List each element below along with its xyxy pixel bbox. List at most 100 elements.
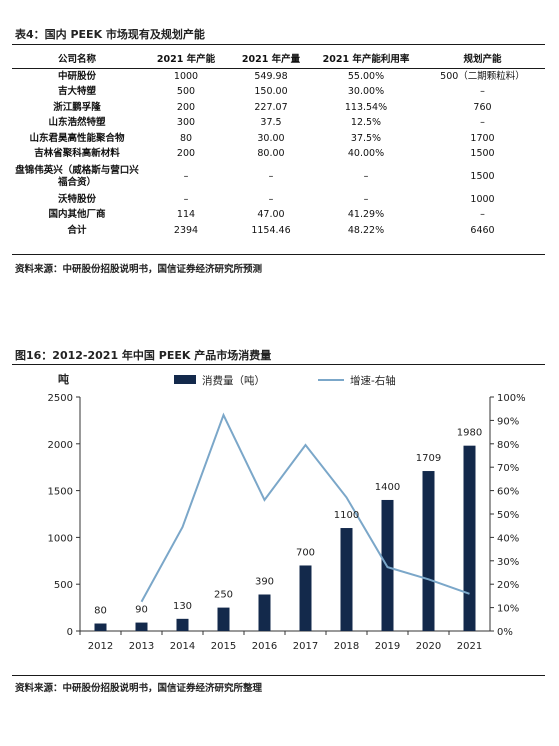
table-row: 山东浩然特塑 300 37.5 12.5% –	[12, 116, 545, 132]
company-cell: 合计	[67, 224, 87, 236]
bar-2020	[422, 471, 435, 631]
data-label: 250	[214, 590, 233, 601]
value-cell: 6460	[470, 224, 495, 236]
y2-tick-label: 100%	[497, 393, 526, 404]
value-cell: 48.22%	[347, 224, 385, 236]
value-cell: 2394	[173, 224, 199, 236]
value-cell: 30.00	[257, 132, 285, 144]
value-cell: 37.5	[260, 117, 282, 129]
company-cell: 吉林省聚科高新材料	[34, 148, 120, 160]
value-cell: 300	[176, 117, 196, 129]
value-cell: 1500	[470, 171, 495, 182]
value-cell: 500	[176, 86, 196, 98]
value-cell: –	[183, 193, 189, 205]
consumption-chart: 吨 0 500 1000 1500 2000 2500 0% 10% 20% 30% 40% 50% 60…	[48, 372, 526, 652]
value-cell: 549.98	[254, 70, 288, 82]
x-tick-label: 2018	[334, 641, 359, 652]
y2-tick-label: 10%	[497, 604, 519, 615]
value-cell: 80	[179, 132, 193, 144]
header-company: 公司名称	[57, 54, 96, 65]
value-cell: 47.00	[257, 209, 285, 221]
value-cell: 200	[176, 101, 196, 113]
bar-2018	[340, 528, 353, 631]
value-cell: –	[363, 171, 369, 182]
table-top-rule	[12, 44, 545, 45]
company-cell: 中研股份	[57, 70, 96, 82]
company-cell: 吉大特塑	[57, 86, 96, 98]
company-cell: 浙江鹏孚隆	[53, 101, 101, 113]
value-cell: –	[268, 171, 274, 182]
data-label: 1980	[457, 428, 482, 439]
table-row: 吉大特塑 500 150.00 30.00% –	[12, 85, 545, 101]
data-label: 130	[173, 601, 192, 612]
y-tick-label: 2500	[48, 393, 73, 404]
bar-2014	[176, 618, 189, 631]
table-row: 吉林省聚科高新材料 200 80.00 40.00% 1500	[12, 147, 545, 163]
table-row: 山东君昊高性能聚合物 80 30.00 37.5% 1700	[12, 131, 545, 147]
table-header-row: 公司名称 2021 年产能 2021 年产量 2021 年产能利用率 规划产能	[12, 48, 545, 69]
table-row: 盘锦伟英兴（威格斯与营口兴福合资） – – – 1500	[12, 162, 545, 192]
data-label: 80	[94, 606, 107, 617]
y-tick-label: 500	[54, 580, 73, 591]
y2-tick-label: 90%	[497, 416, 519, 427]
y-tick-label: 1500	[48, 487, 73, 498]
value-cell: 760	[473, 101, 492, 113]
legend-bar-label: 消费量（吨）	[202, 374, 265, 387]
x-tick-label: 2019	[375, 641, 400, 652]
table-row: 沃特股份 – – – 1000	[12, 192, 545, 208]
y2-tick-label: 50%	[497, 510, 519, 521]
data-label: 700	[296, 547, 315, 558]
header-output: 2021 年产量	[241, 54, 301, 65]
value-cell: 80.00	[257, 148, 285, 160]
value-cell: –	[268, 193, 274, 205]
value-cell: –	[480, 117, 485, 129]
value-cell: 150.00	[254, 86, 288, 98]
value-cell: 30.00%	[347, 86, 385, 98]
y2-tick-label: 80%	[497, 440, 519, 451]
header-utilization: 2021 年产能利用率	[322, 54, 410, 65]
table-bottom-rule	[12, 254, 545, 255]
value-cell: –	[480, 86, 485, 98]
chart-source: 资料来源：中研股份招股说明书，国信证券经济研究所整理	[15, 683, 263, 694]
data-label: 1400	[375, 482, 400, 493]
y2-tick-label: 0%	[497, 627, 513, 638]
company-cell: 山东君昊高性能聚合物	[29, 132, 125, 144]
table-title: 表4：国内 PEEK 市场现有及规划产能	[15, 28, 205, 41]
value-cell: 227.07	[254, 101, 288, 113]
header-capacity: 2021 年产能	[156, 54, 216, 65]
data-label: 1709	[416, 453, 441, 464]
chart-bottom-rule	[12, 675, 545, 676]
chart-top-rule	[12, 364, 545, 365]
value-cell: 12.5%	[350, 117, 382, 129]
bar-2012	[94, 623, 107, 631]
bar-2013	[135, 622, 148, 631]
x-tick-label: 2020	[416, 641, 441, 652]
x-tick-label: 2014	[170, 641, 195, 652]
value-cell: 113.54%	[344, 101, 388, 113]
y2-tick-label: 30%	[497, 557, 519, 568]
company-cell: 盘锦伟英兴（威格斯与营口兴福合资）	[15, 165, 139, 188]
value-cell: 37.5%	[350, 132, 382, 144]
capacity-table: 公司名称 2021 年产能 2021 年产量 2021 年产能利用率 规划产能 …	[12, 48, 545, 239]
value-cell: 41.29%	[347, 209, 385, 221]
x-tick-label: 2012	[88, 641, 113, 652]
bar-2017	[299, 565, 312, 631]
y2-tick-label: 20%	[497, 580, 519, 591]
data-label: 90	[135, 605, 148, 616]
y-tick-label: 2000	[48, 440, 73, 451]
legend-bar-swatch	[174, 375, 196, 384]
y2-tick-label: 40%	[497, 533, 519, 544]
table-source: 资料来源：中研股份招股说明书，国信证券经济研究所预测	[15, 264, 263, 275]
value-cell: 114	[176, 209, 196, 221]
value-cell: 40.00%	[347, 148, 385, 160]
bar-2016	[258, 594, 271, 631]
table-row: 中研股份 1000 549.98 55.00% 500（二期颗粒料）	[12, 69, 545, 85]
company-cell: 沃特股份	[57, 193, 96, 205]
value-cell: 1000	[470, 193, 495, 205]
value-cell: 1154.46	[251, 224, 291, 236]
chart-title: 图16：2012-2021 年中国 PEEK 产品市场消费量	[15, 349, 272, 362]
y2-tick-label: 70%	[497, 463, 519, 474]
data-label: 1100	[334, 510, 359, 521]
company-cell: 山东浩然特塑	[48, 117, 106, 129]
company-cell: 国内其他厂商	[48, 209, 106, 221]
